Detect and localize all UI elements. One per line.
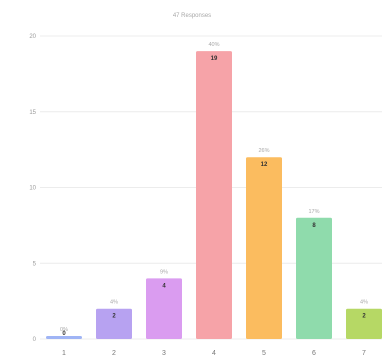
count-label: 0: [62, 331, 66, 337]
bar-7: [346, 308, 382, 339]
percent-label: 0%: [60, 327, 68, 333]
chart-subtitle: 47 Responses: [173, 13, 211, 19]
bar-6: [296, 217, 332, 339]
x-tick-label: 5: [262, 350, 266, 357]
y-tick-label: 0: [33, 337, 37, 343]
y-tick-label: 15: [29, 110, 36, 116]
percent-label: 4%: [110, 300, 118, 306]
x-tick-label: 2: [112, 350, 116, 357]
y-tick-label: 10: [29, 186, 36, 192]
bars: [46, 51, 382, 340]
x-tick-label: 1: [62, 350, 66, 357]
y-axis: 0 5 10 15 20: [29, 34, 36, 343]
x-tick-label: 6: [312, 350, 316, 357]
percent-label: 17%: [308, 209, 319, 215]
bar-2: [96, 308, 132, 339]
count-label: 8: [312, 223, 316, 229]
count-label: 19: [211, 56, 218, 62]
bar-1: [46, 336, 82, 339]
percent-label: 9%: [160, 269, 168, 275]
x-tick-label: 4: [212, 350, 216, 357]
bar-3: [146, 278, 182, 339]
percent-label: 40%: [208, 42, 219, 48]
bar-4: [196, 51, 232, 340]
count-label: 2: [362, 314, 366, 320]
x-axis: 1 2 3 4 5 6 7: [62, 350, 366, 357]
count-label: 12: [261, 162, 268, 168]
x-tick-label: 7: [362, 350, 366, 357]
bar-5: [246, 157, 282, 339]
percent-label: 4%: [360, 300, 368, 306]
y-tick-label: 5: [33, 261, 37, 267]
x-tick-label: 3: [162, 350, 166, 357]
data-labels: 0%0 4% 2 9% 4 40% 19 26% 12 17% 8 4% 2: [60, 42, 368, 337]
count-label: 2: [112, 314, 116, 320]
percent-label: 26%: [258, 148, 269, 154]
count-label: 4: [162, 283, 166, 289]
y-tick-label: 20: [29, 34, 36, 40]
